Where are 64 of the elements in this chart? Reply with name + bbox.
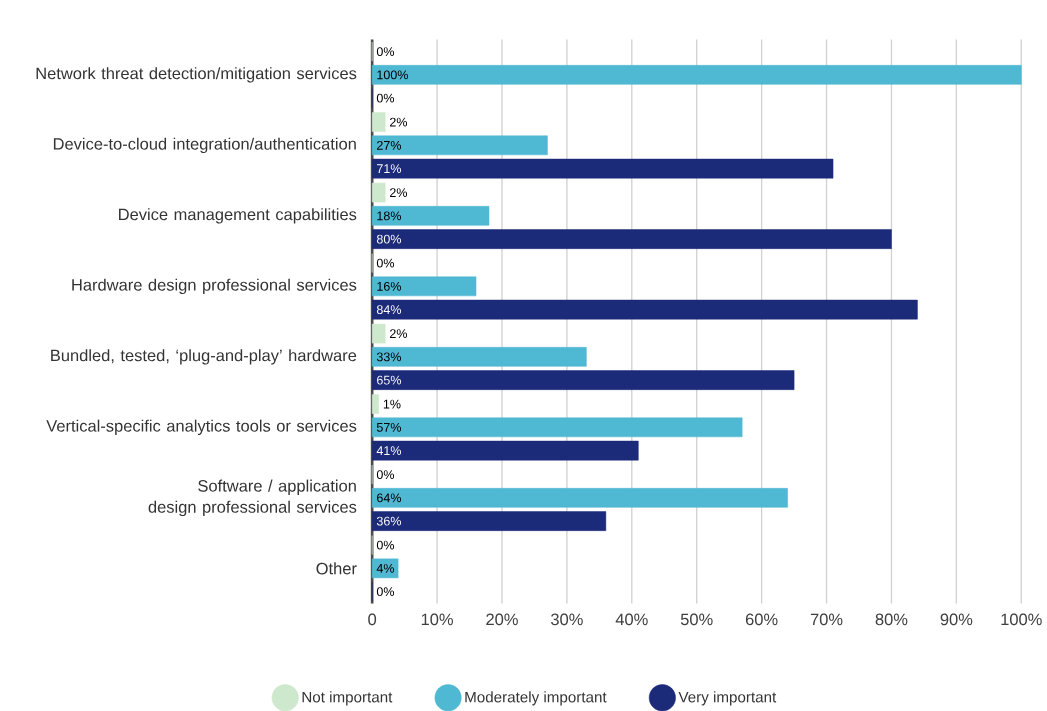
data-label: 2% bbox=[389, 117, 408, 127]
y-tick-label: Hardware design professional services bbox=[72, 278, 357, 294]
y-tick-label: Software / application design professional services bbox=[148, 479, 357, 516]
bar bbox=[371, 276, 477, 296]
legend-label: Very important bbox=[678, 691, 777, 706]
bar bbox=[371, 323, 386, 344]
y-tick-label: Network threat detection/mitigation services bbox=[36, 66, 357, 83]
bar bbox=[371, 112, 386, 132]
bar bbox=[371, 182, 386, 203]
data-label: 2% bbox=[389, 187, 408, 197]
bar bbox=[371, 511, 607, 531]
bar bbox=[371, 299, 918, 320]
y-tick-label: Other bbox=[316, 562, 357, 575]
x-tick-label: 40% bbox=[615, 613, 648, 625]
data-label: 80% bbox=[376, 234, 402, 244]
bar bbox=[371, 370, 795, 390]
data-label: 0% bbox=[376, 258, 395, 268]
bar bbox=[371, 135, 548, 155]
data-label: 64% bbox=[377, 493, 402, 503]
bar bbox=[371, 394, 379, 414]
data-label: 2% bbox=[389, 328, 408, 338]
data-label: 1% bbox=[383, 399, 401, 409]
data-label: 57% bbox=[376, 422, 402, 432]
data-label: 4% bbox=[376, 563, 395, 573]
y-tick-label: Device management capabilities bbox=[119, 207, 357, 224]
data-label: 84% bbox=[376, 304, 402, 314]
data-label: 0% bbox=[376, 46, 395, 56]
data-label: 0% bbox=[376, 586, 395, 596]
x-tick-label: 80% bbox=[875, 613, 908, 625]
data-label: 71% bbox=[377, 164, 402, 173]
x-tick-label: 50% bbox=[680, 613, 713, 625]
x-tick-label: 70% bbox=[810, 613, 843, 625]
data-label: 18% bbox=[377, 211, 402, 221]
y-tick-label: Device-to-cloud integration/authentication bbox=[53, 137, 356, 153]
data-label: 100% bbox=[377, 70, 408, 80]
bar bbox=[371, 346, 587, 367]
legend-label: Not important bbox=[302, 691, 393, 706]
x-tick-label: 10% bbox=[421, 613, 453, 625]
data-label: 27% bbox=[377, 140, 402, 150]
x-tick-label: 0 bbox=[368, 613, 377, 625]
bar bbox=[371, 558, 399, 578]
x-tick-label: 90% bbox=[940, 613, 973, 625]
bar bbox=[371, 487, 788, 508]
x-tick-label: 60% bbox=[745, 613, 778, 625]
bar bbox=[371, 229, 892, 249]
bar bbox=[371, 158, 834, 179]
bar bbox=[371, 417, 743, 437]
x-tick-label: 30% bbox=[551, 613, 583, 625]
y-tick-label: Vertical-specific analytics tools or services bbox=[46, 419, 357, 435]
bar bbox=[371, 440, 639, 461]
x-tick-label: 20% bbox=[486, 613, 518, 625]
bar bbox=[371, 64, 1022, 85]
data-label: 0% bbox=[376, 469, 395, 479]
data-label: 33% bbox=[376, 352, 402, 362]
data-label: 0% bbox=[376, 540, 395, 550]
x-tick-label: 100% bbox=[1001, 613, 1042, 625]
data-label: 16% bbox=[377, 281, 402, 291]
data-label: 41% bbox=[376, 446, 402, 455]
legend-label: Moderately important bbox=[465, 691, 607, 706]
data-label: 36% bbox=[376, 516, 402, 526]
bar bbox=[371, 205, 490, 226]
y-tick-label: Bundled, tested, ‘plug-and-play’ hardware bbox=[51, 348, 357, 365]
data-label: 0% bbox=[376, 93, 395, 103]
data-label: 65% bbox=[377, 375, 402, 385]
